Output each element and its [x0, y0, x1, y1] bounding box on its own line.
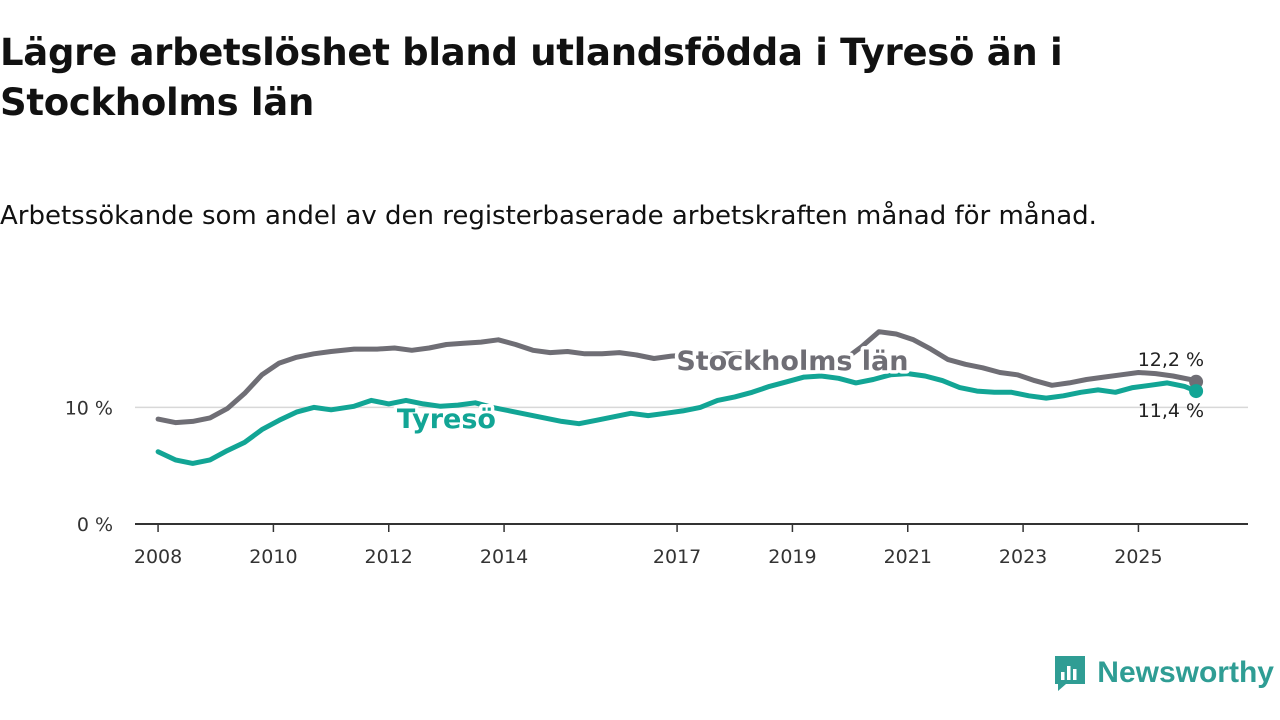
y-tick-label: 0 %: [77, 514, 113, 536]
series-line-stockholms-län: [155, 329, 1199, 426]
x-tick-label: 2025: [1114, 546, 1162, 568]
series-line-tyresö: [155, 371, 1199, 466]
series-label: Tyresö: [397, 404, 496, 435]
x-tick-label: 2023: [999, 546, 1047, 568]
newsworthy-logo-icon: [1055, 656, 1086, 691]
series-end-point: [1189, 384, 1204, 399]
x-tick-label: 2010: [249, 546, 297, 568]
brand-logo: Newsworthy: [1053, 654, 1274, 692]
labels: 12,2 % 11,4 % Stockholms län Tyresö: [393, 342, 1204, 438]
x-axis: 0 % 10 % 2008 2010 2012 2014 2017 2019 2021 2023 2…: [65, 397, 1248, 568]
x-tick-label: 2019: [768, 546, 816, 568]
line-chart: 0 % 10 % 2008 2010 2012 2014 2017 2019 2021 2023 2…: [65, 329, 1248, 568]
end-value-label: 11,4 %: [1138, 400, 1204, 422]
x-tick-label: 2014: [480, 546, 528, 568]
x-tick-label: 2008: [134, 546, 182, 568]
chart-subtitle: Arbetssökande som andel av den registerb…: [0, 201, 1097, 231]
end-value-label: 12,2 %: [1138, 349, 1204, 371]
chart-title: Lägre arbetslöshet bland utlandsfödda i …: [0, 31, 1063, 124]
x-tick-label: 2021: [884, 546, 932, 568]
series-lines: [155, 329, 1204, 466]
series-label: Stockholms län: [676, 346, 908, 377]
x-tick-label: 2012: [365, 546, 413, 568]
brand-name: Newsworthy: [1097, 656, 1274, 689]
y-tick-label: 10 %: [65, 397, 113, 419]
x-tick-label: 2017: [653, 546, 701, 568]
